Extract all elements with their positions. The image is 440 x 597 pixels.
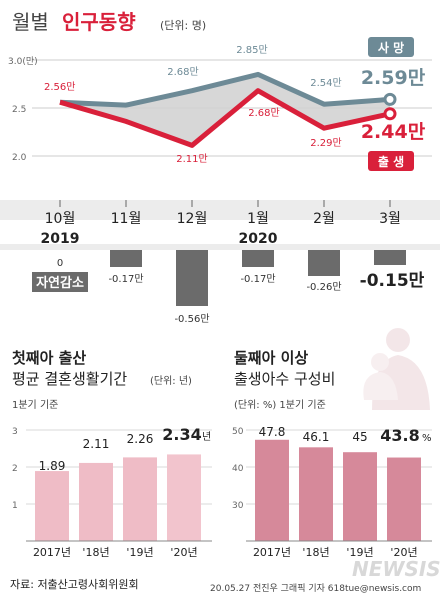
right-category-label: 2017년 xyxy=(253,546,291,559)
decrease-bar xyxy=(110,250,142,267)
right-last-unit: % xyxy=(422,433,432,444)
decrease-value-label: -0.17만 xyxy=(108,273,143,285)
decrease-value-label: 0 xyxy=(57,258,63,269)
left-bar xyxy=(35,471,69,541)
death-label: 2.68만 xyxy=(167,66,198,78)
y-tick-label: 2.0 xyxy=(12,153,27,163)
left-bar xyxy=(79,462,113,541)
y-tick-label: 30 xyxy=(232,501,244,511)
left-section-title: 첫째아 출산 xyxy=(12,349,86,367)
parent-child-illustration xyxy=(363,328,430,410)
left-category-label: '18년 xyxy=(82,546,109,559)
birth-end-marker xyxy=(383,107,397,121)
y-tick-label: 1 xyxy=(12,501,18,511)
y-tick-label: 3 xyxy=(12,427,18,437)
title-unit: (단위: 명) xyxy=(160,19,206,32)
left-category-label: '20년 xyxy=(170,546,197,559)
month-labels: 10월 11월 12월 1월 2월 3월 2019 2020 xyxy=(41,211,401,247)
birth-label: 2.68만 xyxy=(248,107,279,119)
left-bar xyxy=(167,454,201,541)
birth-label: 2.29만 xyxy=(310,137,341,149)
year-label: 2020 xyxy=(239,231,278,247)
right-value-label: 46.1 xyxy=(303,430,330,444)
decrease-bar xyxy=(374,250,406,265)
left-category-label: 2017년 xyxy=(33,546,71,559)
y-tick-label: 2 xyxy=(12,464,18,474)
left-bars xyxy=(35,454,201,541)
death-series-line xyxy=(59,71,391,108)
month-band-upper xyxy=(0,200,440,220)
year-label: 2019 xyxy=(41,231,80,247)
month-label: 10월 xyxy=(45,211,76,227)
birth-badge-text: 출 생 xyxy=(378,154,404,169)
decrease-bar xyxy=(242,250,274,267)
right-bar xyxy=(387,457,421,541)
birth-badge xyxy=(368,151,414,171)
right-section-title: 둘째아 이상 xyxy=(234,349,308,367)
left-category-label: '19년 xyxy=(126,546,153,559)
right-bars xyxy=(255,439,421,541)
source-text: 자료: 저출산고령사회위원회 xyxy=(10,578,139,591)
death-label: 2.85만 xyxy=(236,44,267,56)
left-value-label: 2.26 xyxy=(127,432,154,446)
left-last-value: 2.34 xyxy=(162,425,201,444)
decrease-value-label: -0.56만 xyxy=(174,313,209,325)
title-part2: 인구동향 xyxy=(62,10,136,34)
month-label: 2월 xyxy=(313,211,335,227)
credit-text: 20.05.27 전진우 그래픽 기자 618tue@newsis.com xyxy=(210,583,421,594)
right-category-label: '20년 xyxy=(390,546,417,559)
left-section-subtitle: 평균 결혼생활기간 xyxy=(12,370,127,388)
month-label: 3월 xyxy=(379,211,401,227)
birth-last-value: 2.44만 xyxy=(361,121,426,143)
right-bar xyxy=(343,452,377,541)
decrease-value-label: -0.26만 xyxy=(306,281,341,293)
birth-label: 2.11만 xyxy=(176,153,207,165)
left-section-note: 1분기 기준 xyxy=(12,399,58,411)
right-section-subtitle: 출생아수 구성비 xyxy=(234,370,335,388)
y-tick-label: 40 xyxy=(232,464,244,474)
y-tick-label: 50 xyxy=(232,427,244,437)
decrease-badge xyxy=(32,272,88,292)
death-badge xyxy=(368,37,414,57)
decrease-bar xyxy=(176,250,208,306)
right-bar xyxy=(255,439,289,541)
left-value-label: 1.89 xyxy=(39,459,66,473)
gap-fill-area xyxy=(60,74,390,146)
month-band-lower xyxy=(0,244,440,250)
left-bar xyxy=(123,457,157,541)
right-last-value: 43.8 xyxy=(380,426,419,445)
decrease-bars xyxy=(110,250,406,306)
birth-series-line xyxy=(59,88,391,148)
right-category-label: '18년 xyxy=(302,546,329,559)
month-ticks xyxy=(59,200,391,207)
decrease-last-value: -0.15만 xyxy=(360,271,425,291)
title-part1: 월별 xyxy=(12,10,49,34)
month-label: 11월 xyxy=(111,211,142,227)
decrease-badge-text: 자연감소 xyxy=(36,276,84,291)
month-label: 1월 xyxy=(247,211,269,227)
birth-label: 2.56만 xyxy=(44,81,75,93)
decrease-value-label: -0.17만 xyxy=(240,273,275,285)
death-last-value: 2.59만 xyxy=(361,67,426,89)
right-value-label: 47.8 xyxy=(259,425,286,439)
death-end-marker xyxy=(383,92,397,106)
death-label: 2.54만 xyxy=(310,77,341,89)
right-section-note: (단위: %) 1분기 기준 xyxy=(234,398,326,411)
left-section-unit: (단위: 년) xyxy=(150,374,192,387)
right-category-label: '19년 xyxy=(346,546,373,559)
right-bar xyxy=(299,447,333,541)
death-badge-text: 사 망 xyxy=(378,40,404,55)
y-tick-label: 3.0(만) xyxy=(8,56,38,67)
newsis-logo: NEWSIS xyxy=(352,557,440,581)
left-value-label: 2.11 xyxy=(83,437,110,451)
right-value-label: 45 xyxy=(352,430,367,444)
decrease-bar xyxy=(308,250,340,276)
month-label: 12월 xyxy=(177,211,208,227)
y-tick-label: 2.5 xyxy=(12,105,26,115)
left-last-unit: 년 xyxy=(202,431,211,443)
